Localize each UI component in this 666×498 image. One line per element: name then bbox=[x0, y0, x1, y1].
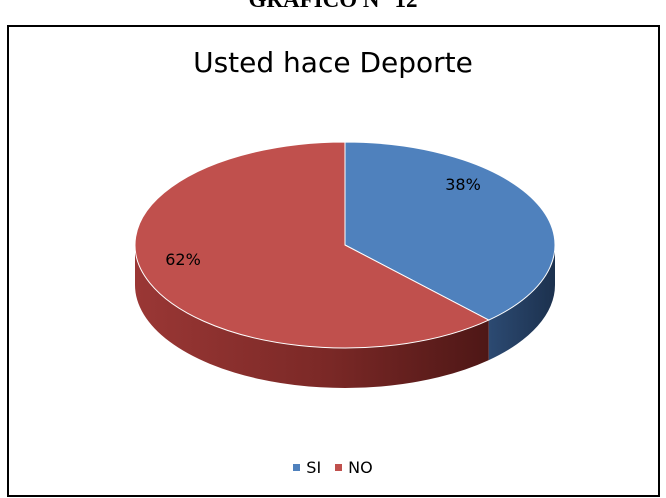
legend-label-si: SI bbox=[306, 458, 322, 477]
data-label-si: 38% bbox=[445, 175, 481, 194]
legend: SI NO bbox=[0, 458, 666, 477]
chart-title: Usted hace Deporte bbox=[193, 46, 473, 79]
legend-item-no: NO bbox=[335, 458, 373, 477]
legend-swatch-si bbox=[293, 464, 301, 471]
pie-slice-no bbox=[134, 141, 490, 349]
page-heading: GRÁFICO N° 12 bbox=[0, 0, 666, 14]
legend-label-no: NO bbox=[348, 458, 373, 477]
legend-item-si: SI bbox=[293, 458, 321, 477]
pie-slice-si bbox=[344, 141, 556, 321]
pie-side-si bbox=[488, 245, 555, 361]
legend-swatch-no bbox=[335, 464, 343, 471]
data-label-no: 62% bbox=[165, 250, 201, 269]
pie-side-no bbox=[135, 245, 489, 389]
